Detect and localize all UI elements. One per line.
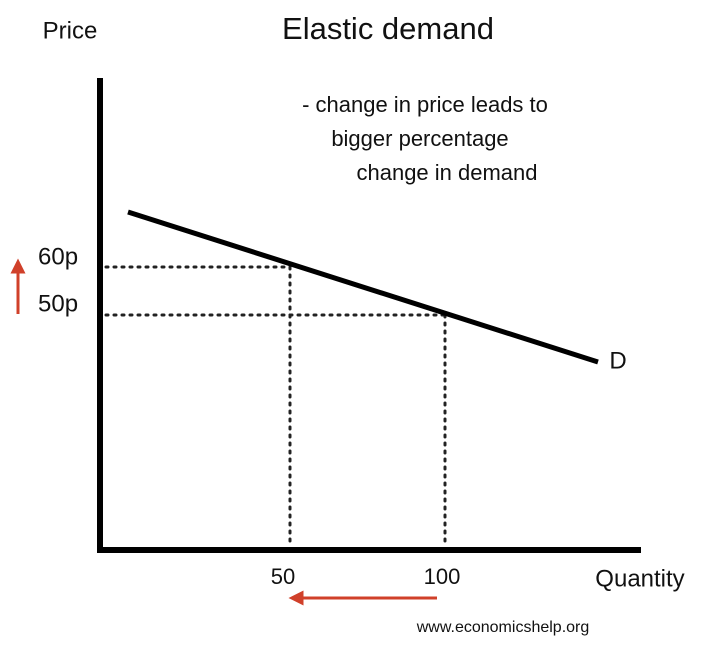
price-label: 50p <box>38 290 78 317</box>
demand-curve <box>127 209 599 365</box>
annotation-line: bigger percentage <box>331 126 508 151</box>
price-label: 60p <box>38 243 78 270</box>
quantity-label: 100 <box>424 564 461 589</box>
y-axis-label: Price <box>43 17 98 44</box>
curve-label: D <box>609 347 626 374</box>
annotation-line: - change in price leads to <box>302 92 548 117</box>
title: Elastic demand <box>282 11 494 46</box>
source: www.economicshelp.org <box>416 619 590 636</box>
quantity-label: 50 <box>271 564 295 589</box>
annotation-line: change in demand <box>356 160 537 185</box>
x-axis-label: Quantity <box>595 565 684 592</box>
